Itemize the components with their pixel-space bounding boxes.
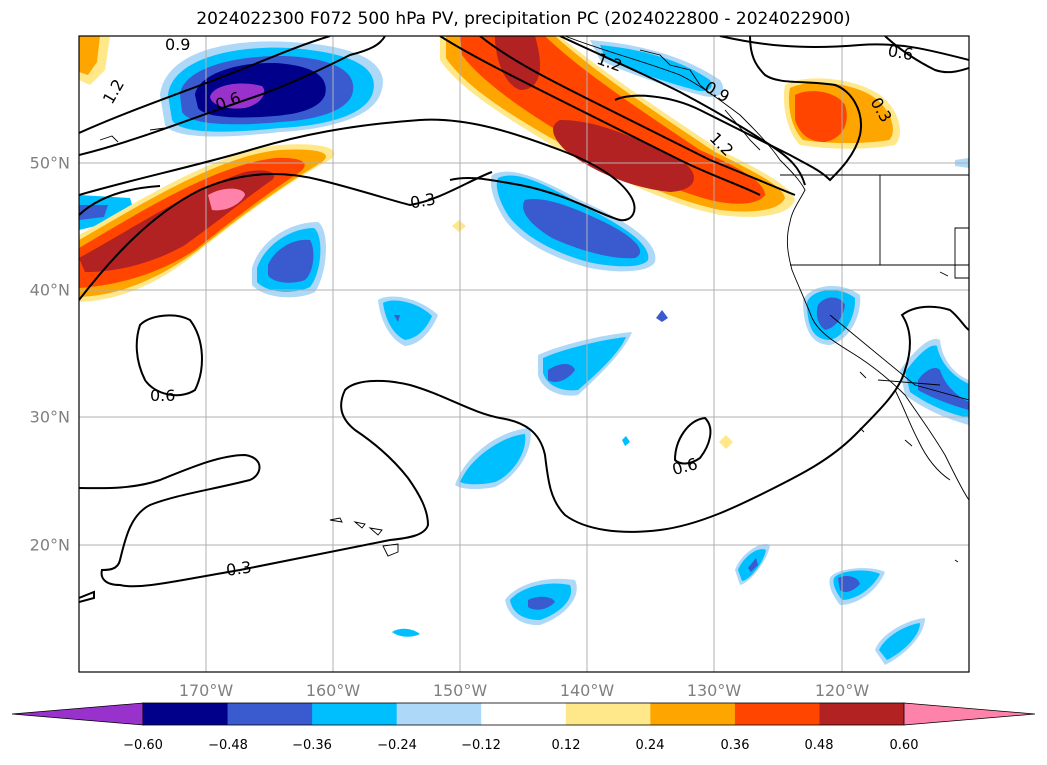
colorbar-tick: −0.60 — [123, 738, 163, 753]
contour-label: 0.6 — [886, 41, 914, 64]
colorbar — [11, 702, 1036, 726]
colorbar-tick: −0.48 — [208, 738, 248, 753]
colorbar-cell — [143, 703, 229, 725]
colorbar-tick: −0.36 — [292, 738, 332, 753]
chart-title: 2024022300 F072 500 hPa PV, precipitatio… — [196, 9, 851, 29]
lon-label: 160°W — [305, 681, 361, 700]
colorbar-cell — [734, 703, 820, 725]
colorbar-tick: 0.60 — [889, 738, 919, 753]
colorbar-cell — [312, 703, 398, 725]
colorbar-cell — [819, 703, 905, 725]
lon-label: 120°W — [814, 681, 870, 700]
colorbar-cell — [481, 703, 567, 725]
map-frame — [78, 35, 970, 673]
lon-label: 150°W — [432, 681, 488, 700]
lon-label: 170°W — [178, 681, 234, 700]
colorbar-tick: 0.36 — [720, 738, 750, 753]
precip-shading — [79, 36, 969, 665]
lat-label: 40°N — [29, 280, 70, 300]
pv-contours — [79, 36, 969, 603]
lat-label: 20°N — [29, 535, 70, 555]
colorbar-tick: 0.12 — [551, 738, 581, 753]
lat-label: 50°N — [29, 153, 70, 173]
colorbar-cell — [565, 703, 651, 725]
colorbar-tick: 0.48 — [804, 738, 834, 753]
contour-label: 0.3 — [225, 557, 253, 579]
lon-label: 140°W — [559, 681, 615, 700]
contour-label: 0.3 — [409, 189, 437, 212]
lat-label: 30°N — [29, 407, 70, 427]
colorbar-cell — [227, 703, 313, 725]
colorbar-tick: −0.12 — [461, 738, 501, 753]
colorbar-extend-high — [904, 703, 1035, 725]
colorbar-extend-low — [12, 703, 143, 725]
lon-label: 130°W — [686, 681, 742, 700]
contour-label: 0.6 — [150, 386, 175, 405]
colorbar-tick: 0.24 — [635, 738, 665, 753]
colorbar-tick: −0.24 — [377, 738, 417, 753]
colorbar-cell — [650, 703, 736, 725]
contour-label: 0.9 — [165, 35, 190, 54]
map-panel: 0.9 1.2 0.6 0.3 1.2 0.9 1.2 0.6 0.3 0.3 … — [78, 35, 970, 673]
graticule — [79, 36, 969, 672]
coastlines — [99, 36, 969, 563]
colorbar-cell — [396, 703, 482, 725]
